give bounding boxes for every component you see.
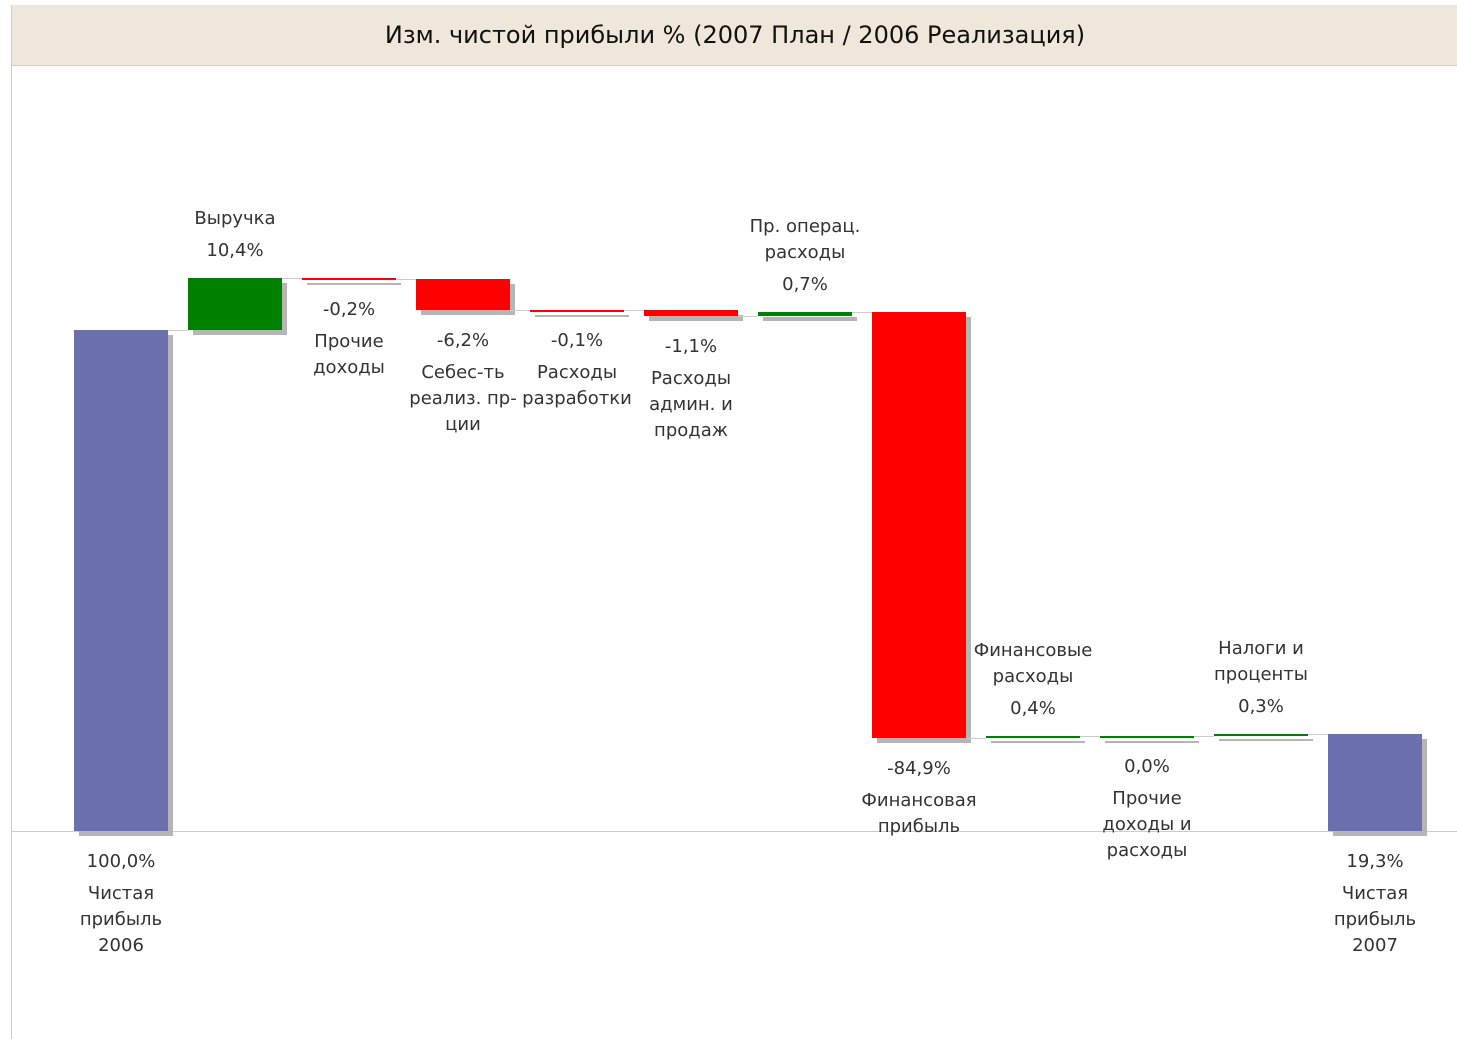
connector <box>168 330 188 331</box>
value-label: 10,4% <box>206 239 264 261</box>
bar-label: Пр. операц. расходы 0,7% <box>743 214 867 304</box>
connector <box>1080 735 1100 737</box>
bar-label: 0,0% Прочие доходы и расходы <box>1085 748 1209 864</box>
category-label: Прочие доходы и расходы <box>1102 787 1192 861</box>
category-label: Финансовые расходы <box>973 639 1093 687</box>
value-label: 0,3% <box>1238 696 1284 718</box>
bar-shadow <box>1219 739 1313 742</box>
value-label: 100,0% <box>86 851 156 872</box>
connector <box>396 278 416 280</box>
value-label: -0,2% <box>322 298 376 320</box>
connector <box>1308 734 1328 736</box>
bar-label: -0,1% Расходы разработки <box>515 322 639 412</box>
category-label: Прочие доходы <box>313 330 385 378</box>
category-label: Чистая прибыль 2006 <box>79 883 163 956</box>
bar <box>758 312 852 316</box>
chart-title: Изм. чистой прибыли % (2007 План / 2006 … <box>384 21 1086 49</box>
value-label: 0,4% <box>1010 697 1056 719</box>
bar-shadow <box>1105 740 1199 743</box>
bar-label: Налоги и проценты 0,3% <box>1199 636 1323 726</box>
bar-label: Финансовые расходы 0,4% <box>971 638 1095 728</box>
connector <box>510 309 530 311</box>
value-label: -6,2% <box>436 329 490 351</box>
bar <box>74 330 168 831</box>
value-label: -0,1% <box>550 330 604 352</box>
value-label: -84,9% <box>887 757 951 779</box>
chart: Изм. чистой прибыли % (2007 План / 2006 … <box>11 5 1457 1039</box>
bar-label: 19,3% Чистая прибыль 2007 <box>1313 843 1437 959</box>
bar-shadow <box>535 314 629 317</box>
value-label: -1,1% <box>664 335 718 357</box>
baseline <box>12 831 1457 832</box>
connector <box>852 312 872 314</box>
bar-shadow <box>649 315 743 321</box>
bar <box>872 312 966 738</box>
category-label: Выручка <box>194 207 276 229</box>
bar <box>530 309 624 312</box>
bar <box>188 277 282 330</box>
bar-label: Выручка 10,4% <box>173 206 297 270</box>
bar-label: -1,1% Расходы админ. и продаж <box>629 328 753 444</box>
bar <box>1100 735 1194 738</box>
connector <box>1194 735 1214 737</box>
connector <box>738 315 758 317</box>
bar-shadow <box>763 317 857 321</box>
bar <box>302 277 396 280</box>
bar <box>1214 734 1308 737</box>
bar-shadow <box>307 282 401 285</box>
connector <box>966 737 986 739</box>
bar-label: -0,2% Прочие доходы <box>287 291 411 381</box>
bar-shadow <box>991 740 1085 743</box>
category-label: Себес-ть реализ. пр-ции <box>409 361 517 435</box>
bar-label: -84,9% Финансовая прибыль <box>857 750 981 840</box>
category-label: Чистая прибыль 2007 <box>1333 883 1417 956</box>
bar-label: 100,0% Чистая прибыль 2006 <box>59 843 183 959</box>
value-label: 19,3% <box>1346 851 1404 872</box>
connector <box>282 277 302 279</box>
bar <box>416 278 510 310</box>
bar <box>644 310 738 316</box>
category-label: Пр. операц. расходы <box>749 216 861 264</box>
title-bar: Изм. чистой прибыли % (2007 План / 2006 … <box>12 5 1457 66</box>
category-label: Финансовая прибыль <box>861 789 977 837</box>
category-label: Расходы админ. и продаж <box>649 367 733 441</box>
value-label: 0,7% <box>782 274 828 296</box>
bar <box>986 735 1080 738</box>
bar <box>1328 734 1422 831</box>
category-label: Налоги и проценты <box>1214 638 1308 686</box>
category-label: Расходы разработки <box>522 362 632 410</box>
connector <box>624 310 644 312</box>
value-label: 0,0% <box>1124 755 1170 777</box>
bar-label: -6,2% Себес-ть реализ. пр-ции <box>401 322 525 438</box>
